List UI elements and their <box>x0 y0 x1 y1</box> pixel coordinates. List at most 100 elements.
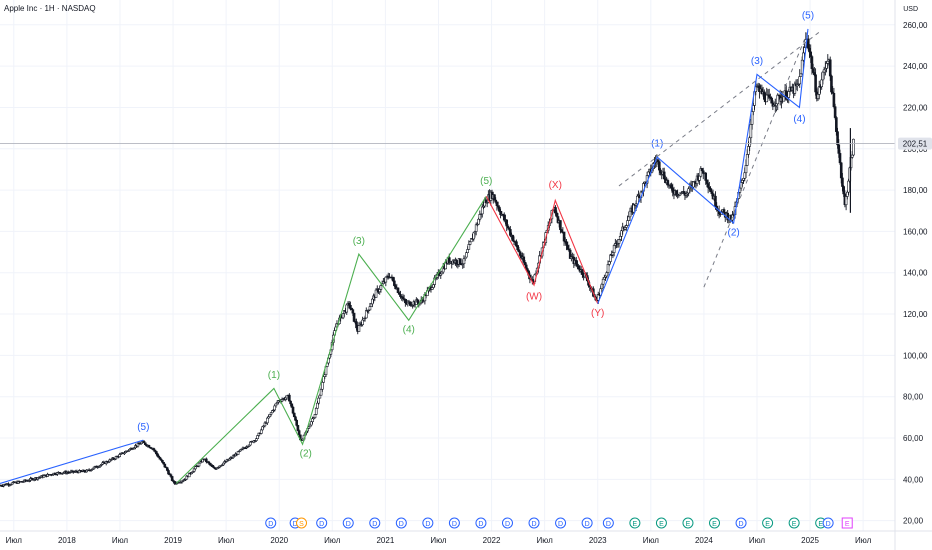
candle-body <box>826 60 830 64</box>
candle-body <box>355 321 358 329</box>
wave-label: (X) <box>549 180 562 191</box>
candle-body <box>722 209 726 213</box>
price-tick-label: 180,00 <box>903 186 928 195</box>
candle-body <box>266 417 269 424</box>
candle-body <box>714 195 717 207</box>
candle-body <box>416 299 419 303</box>
candle-body <box>662 171 666 180</box>
dividend-marker <box>581 517 593 529</box>
candle-body <box>636 195 639 205</box>
earnings-marker-letter: E <box>659 521 664 528</box>
candle-body <box>802 52 805 61</box>
candle-body <box>192 468 196 472</box>
dividend-marker-letter: D <box>478 521 483 528</box>
candle-body <box>749 124 753 139</box>
candle-body <box>836 131 839 146</box>
dividend-marker <box>342 517 354 529</box>
candle-body <box>408 301 412 306</box>
dividend-marker-letter: D <box>399 521 404 528</box>
candle-body <box>670 184 673 189</box>
candle-body <box>835 117 838 132</box>
time-tick-label: 2025 <box>801 536 819 545</box>
candle-body <box>357 325 361 332</box>
candle-body <box>317 397 320 404</box>
dividend-marker <box>448 517 460 529</box>
candle-body <box>828 59 832 77</box>
candle-body <box>256 435 259 440</box>
candle-body <box>477 218 480 225</box>
candle-body <box>289 400 292 405</box>
candle-body <box>472 232 476 240</box>
time-tick-label: 2018 <box>58 536 76 545</box>
candle-body <box>798 76 802 85</box>
candle-body <box>466 249 469 253</box>
candle-body <box>847 180 850 193</box>
wave-label: (1) <box>651 139 663 150</box>
candle-body <box>821 71 825 81</box>
candle-body <box>742 177 745 181</box>
candle-body <box>505 219 508 227</box>
candle-body <box>770 97 773 104</box>
candle-body <box>290 403 294 408</box>
dividend-marker <box>316 517 328 529</box>
elliott-wave-lines <box>0 28 809 485</box>
dividend-marker-letter: D <box>585 521 590 528</box>
earnings-marker <box>762 517 774 529</box>
candle-body <box>474 224 478 232</box>
candle-body <box>268 414 272 418</box>
candle-body <box>844 196 848 206</box>
candle-body <box>647 171 650 176</box>
candle-body <box>399 294 402 297</box>
candle-body <box>767 94 771 98</box>
wave-label: (2) <box>728 228 740 239</box>
candle-body <box>522 256 526 263</box>
dividend-marker <box>528 517 540 529</box>
candle-body <box>612 245 616 253</box>
candle-body <box>850 154 854 158</box>
candle-body <box>811 68 815 73</box>
candle-body <box>314 407 318 415</box>
candle-body <box>393 280 396 286</box>
time-tick-label: Июл <box>537 536 554 545</box>
currency-label: USD <box>903 6 918 13</box>
elliott-wave-labels: (5) (1) (2) (3) (4) (5) (X) (W) (Y) (1) (2) (3) (4) (… <box>137 11 814 460</box>
dividend-marker <box>265 517 277 529</box>
candle-body <box>833 106 837 118</box>
upcoming-earnings-marker <box>841 517 853 529</box>
candle-body <box>787 91 791 98</box>
symbol-title: Apple Inc · 1H · NASDAQ <box>4 4 96 13</box>
candle-body <box>379 285 383 290</box>
candle-body <box>820 79 823 88</box>
candle-body <box>560 229 563 233</box>
channel-line <box>703 30 809 288</box>
earnings-marker <box>682 517 694 529</box>
price-tick-label: 220,00 <box>903 103 928 112</box>
candle-body <box>705 180 709 184</box>
candle-body <box>765 94 769 103</box>
candle-body <box>675 190 678 195</box>
candle-body <box>493 194 496 201</box>
candle-body <box>288 394 291 402</box>
candle-body <box>559 220 562 230</box>
candle-body <box>502 214 506 221</box>
candle-body <box>747 146 750 155</box>
candle-body <box>846 191 849 197</box>
dividend-marker-letter: D <box>346 521 351 528</box>
candle-body <box>698 175 701 181</box>
candle-body <box>478 214 482 220</box>
candle-body <box>606 264 610 273</box>
candle-body <box>839 162 843 179</box>
price-axis[interactable]: 20,00 40,00 60,00 80,00 100,00 120,00 140,00 16… <box>903 21 928 526</box>
wave-line <box>0 439 144 485</box>
dividend-marker-letter: D <box>739 521 744 528</box>
candle-body <box>687 188 690 194</box>
candle-body <box>816 94 820 99</box>
candle-body <box>706 183 710 188</box>
time-tick-label: 2023 <box>589 536 607 545</box>
candle-body <box>709 188 712 193</box>
time-axis[interactable]: Июл 2018 Июл 2019 Июл 2020 Июл 2021 Июл 2022 Июл 20… <box>6 536 872 545</box>
candle-body <box>292 412 296 418</box>
dividend-marker <box>395 517 407 529</box>
price-tick-label: 40,00 <box>903 475 924 484</box>
